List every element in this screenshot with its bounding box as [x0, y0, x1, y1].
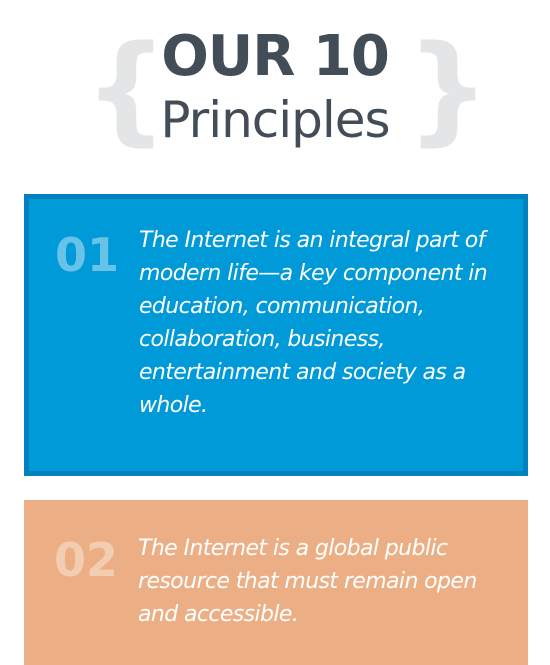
page-header: { } OUR 10 Principles: [0, 0, 550, 180]
page-title: OUR 10: [161, 24, 390, 89]
principle-text: The Internet is a global public resource…: [138, 536, 477, 627]
page-subtitle: Principles: [160, 91, 390, 149]
principle-card-02: 02 The Internet is a global public resou…: [24, 500, 528, 665]
principle-number: 02: [54, 533, 119, 587]
right-brace-icon: }: [406, 19, 491, 157]
left-brace-icon: {: [84, 19, 169, 157]
principle-text: The Internet is an integral part of mode…: [139, 228, 488, 418]
principle-number: 01: [55, 228, 120, 282]
principle-card-01: 01 The Internet is an integral part of m…: [24, 194, 528, 476]
